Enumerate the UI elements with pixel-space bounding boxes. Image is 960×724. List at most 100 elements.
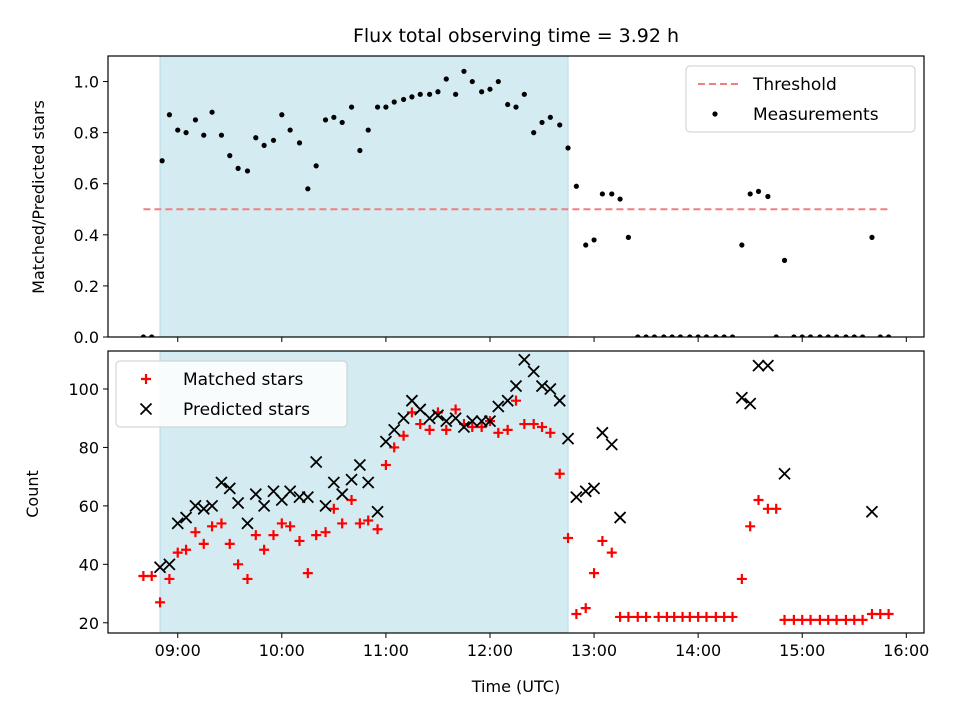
data-point [181,544,192,555]
data-point [605,438,618,451]
data-point [570,490,583,504]
data-point [337,518,348,529]
data-point [179,511,193,524]
data-point [215,476,228,489]
data-point [424,424,435,435]
data-point [322,117,329,123]
data-point [851,334,857,337]
data-point [825,334,831,337]
data-point [580,603,591,614]
data-point [441,424,452,435]
data-point [492,400,505,413]
data-point [727,611,738,622]
x-tick-label: 09:00 [155,641,201,660]
data-point [249,488,262,501]
data-point [739,242,745,248]
legend-box [115,360,348,428]
data-point [817,334,823,337]
data-point [467,421,478,432]
data-point [362,476,375,489]
data-point [509,379,523,393]
data-point [371,505,384,518]
data-point [346,495,357,506]
bottom-y-axis-title: Count [23,470,42,518]
y-tick-label: 0.2 [74,277,99,296]
data-point [791,334,797,337]
data-point [545,427,556,438]
data-point [544,382,557,396]
data-point [224,538,235,549]
data-point [553,394,566,407]
top-y-axis-title: Matched/Predicted stars [29,100,48,294]
data-point [284,485,297,498]
y-tick-label: 1.0 [74,73,99,92]
data-point [778,467,791,480]
data-point [661,334,667,337]
data-point [149,334,155,337]
data-point [518,353,531,366]
data-point [453,91,459,97]
data-point [535,379,549,393]
data-point [869,234,875,240]
data-point [336,488,349,501]
data-point [440,414,453,428]
data-point [591,237,597,243]
data-point [431,409,445,422]
data-point [765,193,771,200]
data-point [423,412,436,425]
data-point [747,191,753,197]
data-point [197,502,210,515]
data-point [227,153,233,159]
data-point [669,334,675,337]
data-point [285,521,296,532]
legend: Matched stars Predicted stars [115,360,348,428]
data-point [379,435,393,448]
data-point [713,334,719,337]
data-point [513,104,519,110]
data-point [502,424,513,435]
data-point [397,412,410,425]
x-tick-label: 12:00 [467,641,513,660]
data-point [843,334,849,337]
data-point [166,112,173,118]
count-panel: 09:00 10:00 11:00 12:00 13:00 14:00 15:00 16:00… [68,350,929,660]
data-point [159,158,165,164]
data-point [571,609,582,620]
data-point [189,499,202,513]
data-point [625,234,632,240]
data-point [391,99,397,105]
data-point [563,533,574,544]
data-point [519,419,530,430]
data-point [409,94,415,100]
data-point [771,503,782,514]
legend-label-predicted: Predicted stars [183,400,310,420]
data-point [735,391,748,404]
data-point [831,614,842,625]
data-point [302,568,313,579]
data-point [380,459,391,470]
data-point [597,535,608,546]
data-point [799,334,805,337]
series-predicted-stars [153,353,879,574]
data-point [579,485,592,498]
data-point [296,140,303,146]
data-point [521,91,527,97]
data-point [883,609,894,620]
data-point [493,427,504,438]
data-point [857,614,868,625]
data-point [153,561,167,574]
data-point [216,518,227,529]
data-point [461,68,467,74]
data-point [531,130,537,136]
y-tick-label: 40 [79,555,99,574]
data-point [235,165,241,171]
data-point [479,89,485,95]
data-point [773,334,779,337]
data-point [561,432,575,445]
data-point [435,89,441,95]
data-point [320,527,331,538]
legend: Threshold Measurements [685,65,916,133]
x-tick-label: 16:00 [883,641,929,660]
data-point [241,517,254,530]
